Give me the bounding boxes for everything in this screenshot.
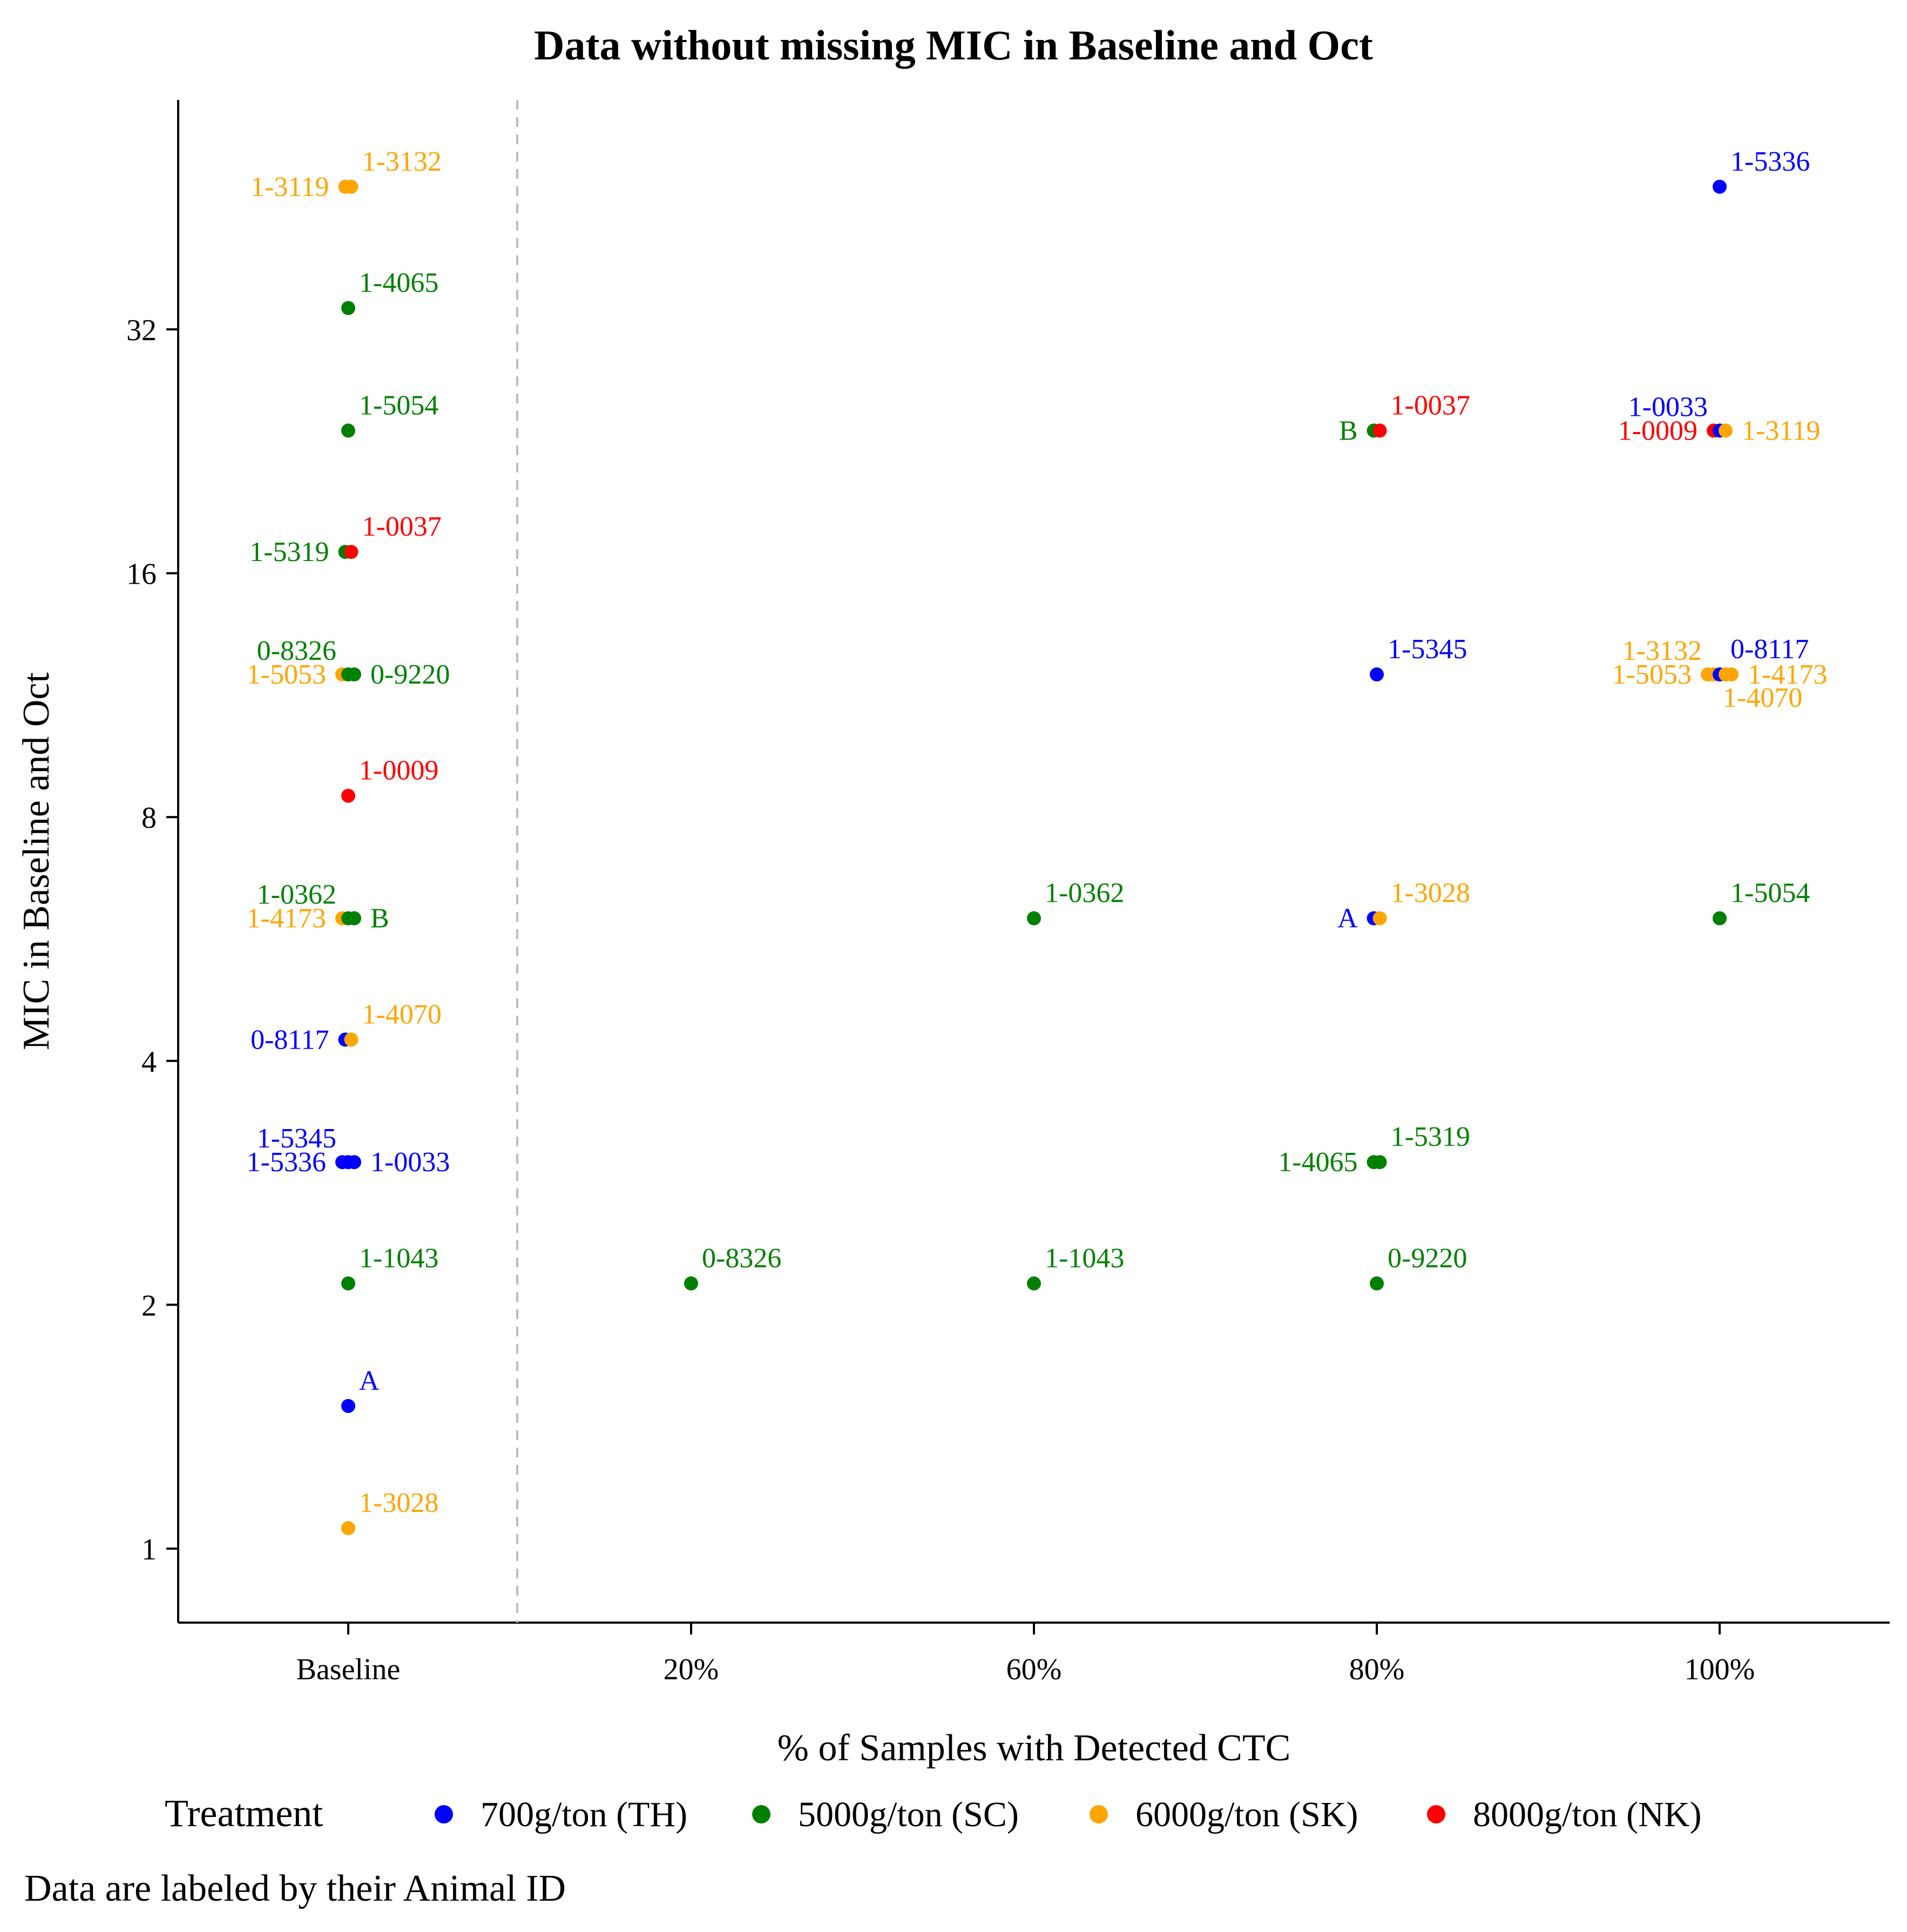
point-baseline-1-0037-label: 1-0037 [362,511,442,542]
point-baseline-1-4070 [344,1032,359,1047]
point-20-0-8326 [684,1276,698,1291]
y-ticks: 1 2 4 8 16 32 [126,314,178,1566]
point-baseline-1-5053-label: 1-5053 [247,659,326,690]
point-100-1-4173 [1725,667,1739,682]
point-100-1-5054 [1713,911,1727,926]
legend-swatch-sk [1090,1805,1108,1823]
legend-swatch-nk [1427,1805,1445,1823]
point-80-1-3028-label: 1-3028 [1391,878,1470,909]
point-baseline-1-1043-label: 1-1043 [359,1243,438,1274]
point-baseline-1-3132-label: 1-3132 [362,146,442,177]
legend: Treatment 700g/ton (TH) 5000g/ton (SC) 600… [165,1792,1701,1835]
points: 1-3119 1-3132 1-4065 1-5054 1-5319 1-0037 1-50… [247,146,1827,1536]
point-80-1-5319 [1372,1155,1387,1170]
point-baseline-1-3132 [344,179,359,194]
point-80-1-5345-label: 1-5345 [1388,634,1467,665]
point-100-1-3119 [1719,423,1733,438]
y-tick-label-8: 8 [141,801,157,835]
point-100-1-5054-label: 1-5054 [1730,878,1810,909]
point-baseline-1-0033-label: 1-0033 [370,1147,450,1178]
point-baseline-1-0362-label: 1-0362 [257,880,336,910]
point-80-0-9220-label: 0-9220 [1388,1243,1467,1274]
legend-items: 700g/ton (TH) 5000g/ton (SC) 6000g/ton (SK… [435,1795,1701,1834]
point-baseline-a-label: A [359,1366,380,1396]
point-80-1-5319-label: 1-5319 [1391,1122,1470,1152]
x-tick-label-80: 80% [1349,1653,1405,1686]
point-80-1-3028 [1372,911,1387,926]
point-baseline-0-8117-label: 0-8117 [251,1024,329,1055]
point-60-1-0362 [1027,911,1041,926]
point-baseline-1-1043 [341,1276,355,1291]
x-axis-title: % of Samples with Detected CTC [777,1727,1291,1769]
point-baseline-1-4070-label: 1-4070 [362,999,442,1030]
point-baseline-1-5319-label: 1-5319 [249,537,329,568]
point-baseline-a [341,1399,355,1413]
point-baseline-1-0009 [341,788,355,803]
point-baseline-1-5336-label: 1-5336 [247,1147,326,1178]
point-80-a-label: A [1337,903,1358,934]
point-baseline-0-9220-label: 0-9220 [370,659,450,690]
y-axis-title: MIC in Baseline and Oct [16,672,57,1050]
point-80-1-0037 [1372,423,1387,438]
point-baseline-b-label: B [370,903,389,934]
legend-swatch-th [435,1805,453,1823]
point-baseline-1-0037 [344,545,359,559]
point-baseline-1-5054 [341,423,355,438]
point-baseline-1-0009-label: 1-0009 [359,755,438,786]
point-baseline-1-4065 [341,301,355,315]
legend-title: Treatment [165,1792,323,1835]
x-tick-label-60: 60% [1006,1653,1062,1686]
point-baseline-1-4173-label: 1-4173 [247,903,326,934]
point-100-1-5336 [1713,179,1727,194]
point-20-0-8326-label: 0-8326 [702,1243,781,1274]
point-100-1-3132-label: 1-3132 [1622,636,1702,666]
legend-swatch-sc [752,1805,770,1823]
point-100-1-3119-label: 1-3119 [1742,415,1820,446]
point-baseline-0-9220 [347,667,361,682]
legend-label-th: 700g/ton (TH) [481,1795,687,1834]
point-baseline-1-5345-label: 1-5345 [257,1123,336,1154]
point-100-0-8117-label: 0-8117 [1730,634,1809,665]
point-80-0-9220 [1370,1276,1384,1291]
legend-label-nk: 8000g/ton (NK) [1473,1795,1701,1834]
point-80-1-0037-label: 1-0037 [1391,390,1470,421]
point-80-b-label: B [1339,415,1358,446]
y-tick-label-1: 1 [141,1533,157,1566]
y-tick-label-4: 4 [141,1045,157,1079]
point-80-1-5345 [1370,667,1384,682]
point-baseline-1-3028-label: 1-3028 [359,1488,438,1518]
x-ticks: Baseline 20% 60% 80% 100% [296,1623,1755,1686]
point-100-1-4173-label: 1-4173 [1748,659,1827,690]
point-baseline-1-4065-label: 1-4065 [359,268,438,299]
point-baseline-1-5054-label: 1-5054 [359,390,438,421]
x-tick-label-20: 20% [664,1653,719,1686]
point-baseline-0-8326-label: 0-8326 [257,636,336,666]
point-60-1-0362-label: 1-0362 [1045,878,1124,909]
point-80-1-4065-label: 1-4065 [1278,1147,1357,1178]
point-100-1-5053-label: 1-5053 [1612,659,1692,690]
point-baseline-b [347,911,361,926]
y-tick-label-32: 32 [126,314,157,347]
point-60-1-1043 [1027,1276,1041,1291]
point-100-1-0009-label: 1-0009 [1618,415,1698,446]
point-baseline-1-0033 [347,1155,361,1170]
chart-caption: Data are labeled by their Animal ID [24,1868,566,1909]
point-60-1-1043-label: 1-1043 [1045,1243,1124,1274]
point-baseline-1-3028 [341,1521,355,1536]
point-100-1-4070-label: 1-4070 [1723,683,1802,713]
point-100-1-5336-label: 1-5336 [1730,146,1810,177]
x-tick-label-100: 100% [1685,1653,1755,1686]
legend-label-sk: 6000g/ton (SK) [1135,1795,1358,1834]
x-tick-label-baseline: Baseline [296,1653,401,1686]
point-baseline-1-3119-label: 1-3119 [251,172,329,202]
point-100-1-0033-label: 1-0033 [1628,391,1708,422]
chart-title: Data without missing MIC in Baseline and… [534,22,1373,69]
y-tick-label-2: 2 [141,1289,157,1322]
legend-label-sc: 5000g/ton (SC) [798,1795,1019,1834]
y-tick-label-16: 16 [126,558,157,591]
